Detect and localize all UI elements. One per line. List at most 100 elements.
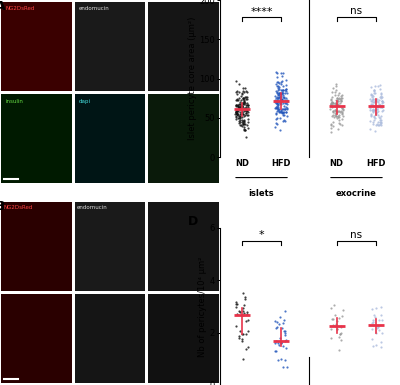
Point: [370, 121, 376, 127]
Point: [275, 90, 282, 96]
Point: [378, 113, 384, 119]
Point: [233, 299, 240, 305]
Point: [372, 90, 378, 96]
Point: [244, 328, 251, 334]
Point: [337, 109, 343, 115]
Point: [244, 116, 251, 122]
FancyBboxPatch shape: [2, 94, 72, 183]
Point: [329, 99, 336, 105]
Point: [279, 109, 286, 116]
Point: [376, 94, 383, 100]
Point: [233, 109, 239, 115]
Point: [236, 104, 242, 110]
Point: [376, 82, 383, 88]
Point: [278, 340, 284, 346]
Point: [273, 110, 279, 116]
Point: [239, 102, 245, 109]
Point: [238, 122, 244, 129]
Point: [370, 107, 376, 114]
Point: [241, 112, 248, 119]
Point: [236, 81, 242, 87]
Text: ****: ****: [250, 7, 273, 17]
Point: [377, 86, 383, 92]
Point: [241, 118, 248, 124]
Point: [278, 91, 285, 97]
Point: [332, 107, 338, 113]
Point: [332, 112, 338, 118]
Point: [277, 115, 283, 121]
Point: [339, 105, 345, 112]
Point: [371, 99, 377, 105]
Point: [274, 74, 280, 80]
Point: [377, 102, 383, 108]
Point: [275, 357, 282, 363]
Point: [378, 312, 384, 318]
Point: [338, 92, 345, 98]
Point: [240, 95, 246, 101]
Point: [282, 338, 288, 345]
Point: [244, 108, 250, 114]
Point: [374, 97, 380, 104]
Text: ns: ns: [350, 230, 362, 240]
Point: [370, 343, 376, 349]
Point: [234, 111, 240, 117]
Point: [332, 97, 339, 104]
Point: [338, 336, 344, 343]
Point: [242, 105, 248, 111]
Point: [274, 89, 280, 95]
Point: [334, 103, 340, 109]
Point: [276, 98, 283, 104]
Point: [238, 102, 244, 108]
Point: [240, 308, 246, 315]
Point: [244, 109, 251, 115]
Point: [281, 112, 288, 118]
Point: [375, 323, 381, 329]
Point: [282, 345, 289, 351]
Point: [234, 108, 241, 114]
FancyBboxPatch shape: [148, 94, 218, 183]
Point: [272, 340, 279, 346]
Point: [334, 95, 340, 102]
Point: [335, 96, 341, 102]
Point: [234, 111, 240, 117]
Point: [278, 356, 284, 362]
Point: [338, 93, 344, 99]
Point: [378, 344, 385, 350]
Point: [240, 88, 246, 94]
Point: [273, 116, 280, 122]
Point: [368, 92, 374, 99]
Point: [240, 312, 247, 318]
Point: [368, 90, 374, 97]
Point: [279, 87, 286, 93]
Point: [244, 102, 250, 108]
Point: [273, 97, 280, 104]
Point: [283, 88, 289, 94]
Point: [284, 363, 290, 370]
Point: [332, 101, 338, 107]
Point: [283, 109, 290, 116]
Point: [232, 110, 239, 117]
Point: [242, 107, 248, 113]
Point: [283, 109, 290, 116]
Point: [379, 330, 386, 336]
Point: [278, 79, 284, 85]
Point: [279, 325, 286, 331]
Point: [241, 127, 248, 133]
Point: [278, 95, 285, 102]
Point: [368, 101, 374, 107]
Point: [239, 331, 246, 337]
Point: [239, 90, 246, 96]
Point: [274, 97, 280, 103]
Point: [272, 124, 278, 131]
Text: NG2DsRed: NG2DsRed: [4, 204, 33, 209]
Point: [370, 102, 376, 108]
Point: [373, 110, 380, 117]
Point: [372, 107, 378, 114]
Point: [329, 94, 335, 100]
Point: [328, 326, 334, 333]
Point: [332, 323, 338, 329]
Point: [242, 296, 248, 302]
Point: [378, 304, 385, 310]
Point: [274, 121, 280, 127]
Point: [327, 106, 334, 112]
